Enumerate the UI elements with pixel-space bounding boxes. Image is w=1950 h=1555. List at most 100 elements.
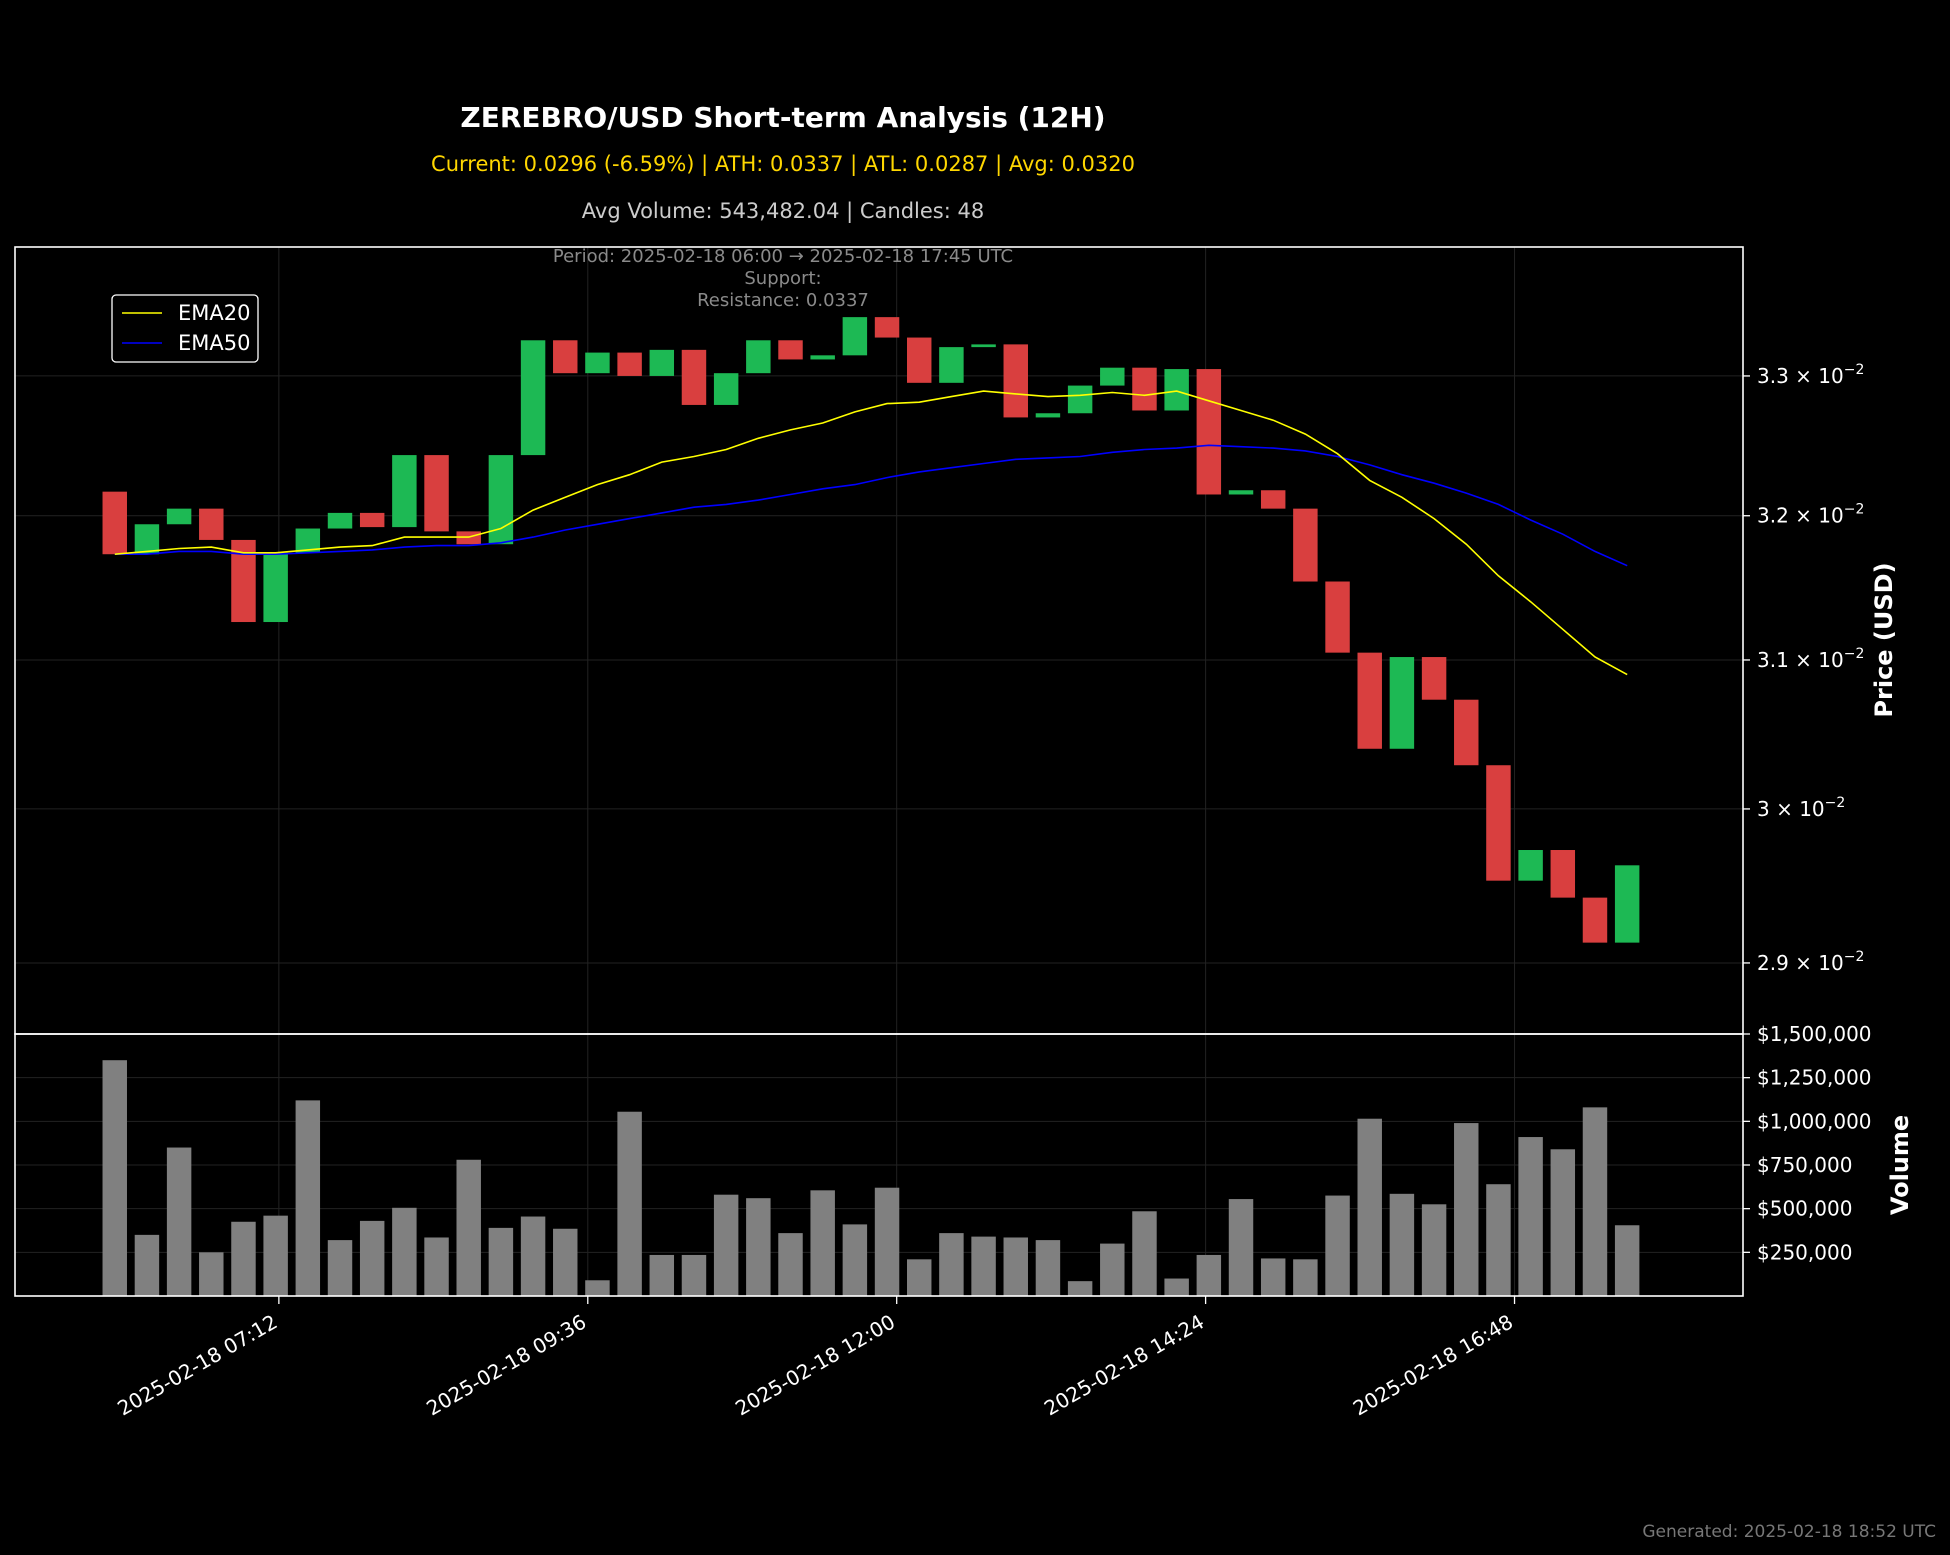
volume-bar: [971, 1236, 996, 1296]
time-tick-label: 2025-02-18 14:24: [1040, 1310, 1208, 1421]
candle-up: [746, 340, 771, 374]
volume-bar: [1067, 1281, 1093, 1296]
volume-bar: [1293, 1259, 1318, 1296]
candle-down: [199, 508, 224, 540]
volume-axis-label: Volume: [1886, 1115, 1914, 1215]
price-tick-label: 3.3 × 10−2: [1757, 362, 1864, 388]
volume-bar: [359, 1220, 385, 1296]
candle-down: [681, 349, 707, 405]
price-axis-label: Price (USD): [1870, 562, 1898, 717]
volume-bar: [327, 1240, 353, 1296]
volume-bar: [713, 1194, 739, 1296]
candle-up: [1614, 865, 1640, 943]
ema50-line: [114, 444, 1628, 567]
candle-down: [553, 340, 578, 374]
legend-ema50-label: EMA50: [178, 331, 250, 355]
candle-up: [1035, 413, 1061, 418]
time-tick-label: 2025-02-18 09:36: [422, 1310, 590, 1421]
price-panel-frame: [14, 246, 1744, 1035]
candle-up: [488, 455, 514, 545]
volume-bar: [778, 1233, 803, 1296]
candle-down: [906, 337, 932, 383]
volume-bar: [520, 1216, 546, 1296]
candle-up: [649, 349, 675, 376]
volume-tick-label: $250,000: [1757, 1240, 1852, 1264]
candle-up: [713, 373, 739, 405]
candle-up: [842, 317, 868, 356]
volume-bar: [456, 1159, 481, 1296]
volume-bar: [295, 1100, 321, 1296]
candle-down: [1293, 508, 1318, 582]
candlesticks: [102, 317, 1640, 943]
candle-down: [1486, 765, 1511, 881]
ema20-line: [114, 390, 1628, 676]
volume-bar: [649, 1254, 675, 1296]
candle-up: [263, 552, 288, 623]
volume-axis-ticks: $250,000 $500,000 $750,000 $1,000,000 $1,250…: [1743, 1022, 1872, 1264]
price-tick-label: 2.9 × 10−2: [1757, 949, 1864, 975]
volume-bar: [810, 1190, 835, 1296]
volume-bar: [1325, 1195, 1350, 1296]
time-tick-label: 2025-02-18 12:00: [731, 1310, 899, 1421]
volume-bar: [199, 1252, 224, 1296]
support-annotation: Support:: [744, 268, 821, 289]
candle-up: [134, 524, 160, 555]
price-tick-label: 3.1 × 10−2: [1757, 646, 1864, 672]
volume-bar: [1421, 1204, 1447, 1296]
volume-bar: [553, 1228, 578, 1296]
candle-up: [1100, 367, 1125, 386]
candle-down: [874, 317, 900, 338]
legend-box: [111, 294, 259, 363]
price-axis-ticks: 2.9 × 10−2 3 × 10−2 3.1 × 10−2 3.2 × 10−2 3.…: [1743, 362, 1864, 975]
volume-bar: [488, 1227, 514, 1296]
volume-bar: [1454, 1123, 1479, 1296]
candle-up: [1389, 657, 1415, 749]
candle-up: [327, 512, 353, 529]
candle-down: [1196, 369, 1222, 495]
resistance-annotation: Resistance: 0.0337: [697, 290, 869, 311]
candle-up: [939, 347, 964, 383]
volume-bar: [1614, 1225, 1640, 1296]
volume-bar: [134, 1234, 160, 1296]
candle-down: [1003, 344, 1028, 418]
volume-bar: [102, 1060, 127, 1296]
candle-down: [102, 491, 127, 555]
chart-volume-subtitle: Avg Volume: 543,482.04 | Candles: 48: [582, 199, 984, 224]
chart-stats-subtitle: Current: 0.0296 (-6.59%) | ATH: 0.0337 |…: [431, 152, 1135, 177]
volume-bars: [102, 1060, 1640, 1296]
candle-down: [1454, 699, 1479, 766]
candle-up: [1164, 369, 1189, 411]
volume-bar: [906, 1259, 932, 1296]
candle-down: [1260, 490, 1286, 509]
candle-down: [1421, 657, 1447, 700]
volume-bar: [1582, 1107, 1608, 1296]
volume-bar: [392, 1207, 417, 1296]
legend-ema20-label: EMA20: [178, 301, 250, 325]
volume-bar: [1132, 1211, 1157, 1296]
ema-lines: [114, 390, 1628, 676]
volume-bar: [1164, 1278, 1189, 1296]
candle-down: [1550, 850, 1576, 898]
volume-bar: [1550, 1149, 1576, 1296]
volume-tick-label: $1,500,000: [1757, 1022, 1872, 1046]
period-annotation: Period: 2025-02-18 06:00 → 2025-02-18 17…: [553, 246, 1013, 267]
candle-down: [778, 340, 803, 360]
generated-footer: Generated: 2025-02-18 18:52 UTC: [1642, 1522, 1936, 1542]
candle-down: [1325, 581, 1350, 653]
candle-up: [1067, 385, 1093, 414]
candle-up: [1228, 490, 1254, 495]
volume-bar: [263, 1215, 288, 1296]
volume-tick-label: $1,000,000: [1757, 1109, 1872, 1133]
price-grid: [15, 247, 1743, 1034]
candle-up: [585, 352, 610, 374]
candle-down: [1582, 897, 1608, 943]
volume-bar: [939, 1233, 964, 1296]
volume-bar: [1003, 1237, 1028, 1296]
candle-down: [359, 512, 385, 528]
candle-up: [392, 455, 417, 528]
candle-up: [971, 344, 996, 348]
volume-bar: [842, 1224, 868, 1296]
candle-down: [1357, 652, 1382, 749]
volume-bar: [1035, 1240, 1061, 1296]
volume-bar: [1486, 1184, 1511, 1296]
